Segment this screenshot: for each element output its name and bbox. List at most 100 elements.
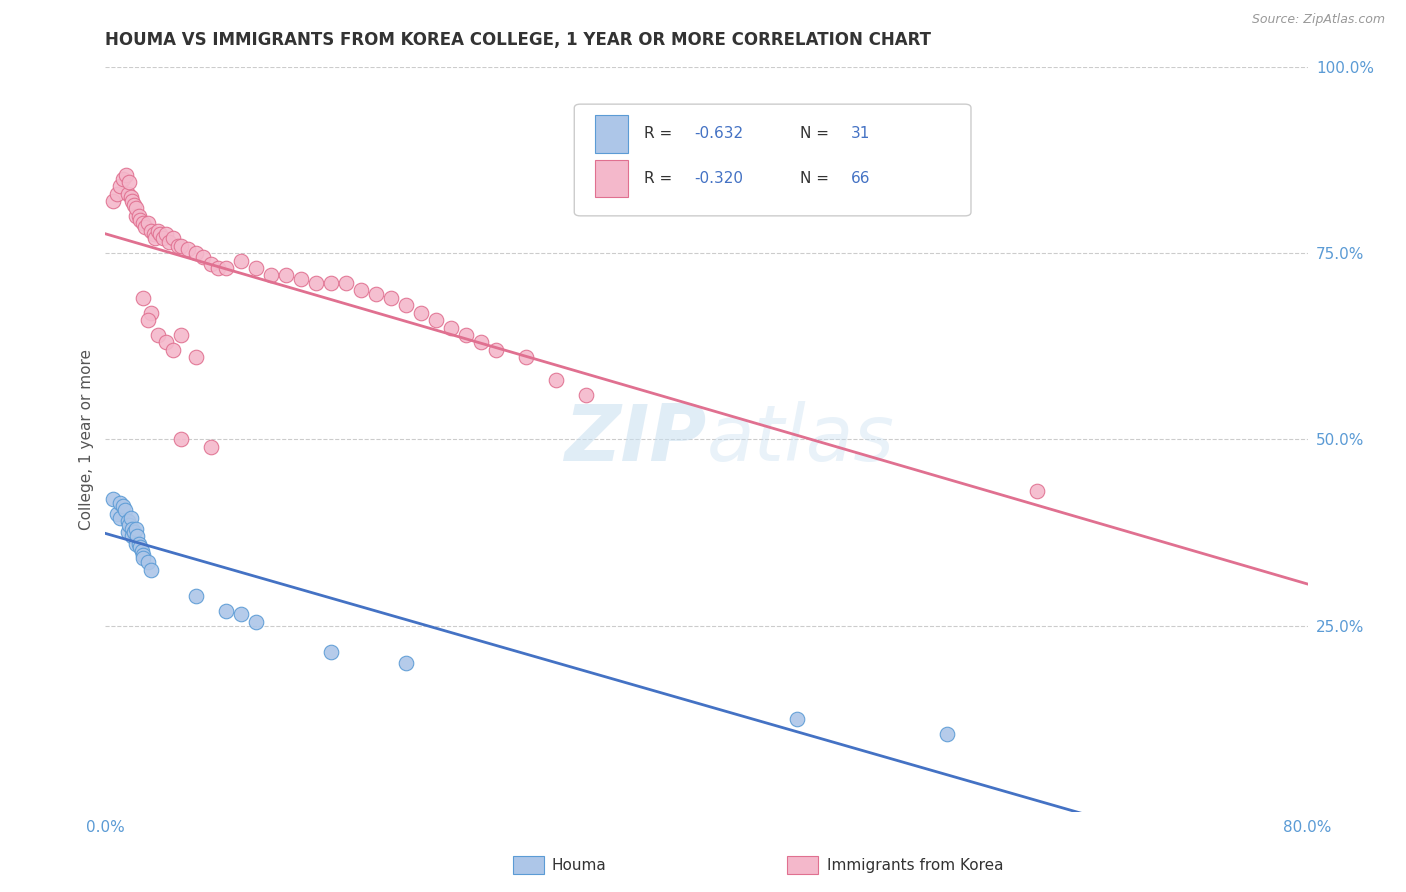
Point (107, 186, 129, 201)
Text: 31: 31 (851, 127, 870, 142)
Point (166, 238, 188, 252)
Text: atlas: atlas (707, 401, 894, 477)
Point (139, 563, 162, 577)
Point (162, 231, 184, 245)
Point (214, 260, 236, 275)
Point (470, 335, 492, 350)
Point (107, 507, 129, 521)
Point (200, 440, 222, 454)
Point (136, 216, 159, 230)
Point (214, 604, 236, 618)
Point (124, 536, 146, 550)
Point (128, 536, 150, 550)
Point (121, 522, 143, 536)
Point (121, 529, 143, 543)
Point (132, 291, 155, 305)
Point (546, 373, 568, 387)
Point (101, 491, 124, 506)
Point (155, 335, 177, 350)
Point (125, 529, 148, 543)
Point (440, 320, 463, 334)
Point (124, 202, 146, 216)
Text: Immigrants from Korea: Immigrants from Korea (827, 858, 1004, 872)
Text: -0.320: -0.320 (695, 171, 744, 186)
Text: Source: ZipAtlas.com: Source: ZipAtlas.com (1251, 13, 1385, 27)
Point (120, 190, 142, 204)
Point (143, 231, 166, 245)
Point (117, 186, 139, 201)
Point (1026, 484, 1049, 499)
Point (200, 257, 222, 271)
Point (191, 250, 214, 264)
Point (136, 555, 159, 569)
Point (129, 212, 152, 227)
Y-axis label: College, 1 year or more: College, 1 year or more (79, 349, 94, 530)
Point (122, 525, 145, 540)
Text: R =: R = (644, 127, 678, 142)
Point (485, 343, 508, 357)
Point (124, 209, 146, 223)
Point (260, 268, 283, 283)
Point (152, 231, 174, 245)
Point (177, 243, 200, 257)
Point (229, 607, 252, 622)
Point (169, 433, 191, 447)
Point (132, 216, 155, 230)
Point (117, 525, 139, 540)
Point (169, 238, 191, 252)
Point (395, 656, 418, 670)
Point (395, 298, 418, 312)
Point (110, 510, 132, 524)
Point (575, 387, 598, 401)
Point (409, 306, 432, 320)
Point (120, 510, 142, 524)
Point (162, 343, 184, 357)
Point (454, 328, 477, 343)
Point (148, 227, 170, 242)
Point (132, 551, 155, 566)
Point (112, 171, 135, 186)
Point (786, 712, 808, 726)
Point (425, 313, 447, 327)
Point (128, 209, 150, 223)
Point (184, 351, 207, 365)
Text: N =: N = (800, 127, 834, 142)
Point (184, 589, 207, 603)
Text: 66: 66 (851, 171, 870, 186)
Text: Houma: Houma (551, 858, 606, 872)
Point (207, 260, 229, 275)
Point (121, 194, 143, 208)
FancyBboxPatch shape (595, 160, 628, 197)
Point (515, 351, 537, 365)
Point (290, 272, 312, 286)
Point (335, 276, 357, 290)
Point (157, 235, 180, 249)
Point (350, 284, 373, 298)
FancyBboxPatch shape (574, 104, 972, 216)
Point (122, 197, 145, 211)
Point (118, 518, 141, 533)
Point (245, 615, 267, 629)
Point (245, 260, 267, 275)
Point (134, 220, 156, 235)
Point (129, 541, 152, 555)
FancyBboxPatch shape (595, 115, 628, 153)
Point (364, 287, 387, 301)
Point (936, 726, 959, 740)
Point (155, 227, 177, 242)
Point (319, 644, 342, 658)
Point (146, 328, 169, 343)
Point (131, 544, 153, 558)
Point (132, 548, 155, 562)
Point (380, 291, 402, 305)
Point (114, 503, 136, 517)
Point (229, 253, 252, 268)
Point (117, 514, 139, 528)
Text: N =: N = (800, 171, 834, 186)
Point (115, 168, 138, 182)
Point (305, 276, 328, 290)
Point (112, 500, 135, 514)
Point (101, 194, 124, 208)
Point (110, 495, 132, 509)
Point (274, 268, 297, 283)
